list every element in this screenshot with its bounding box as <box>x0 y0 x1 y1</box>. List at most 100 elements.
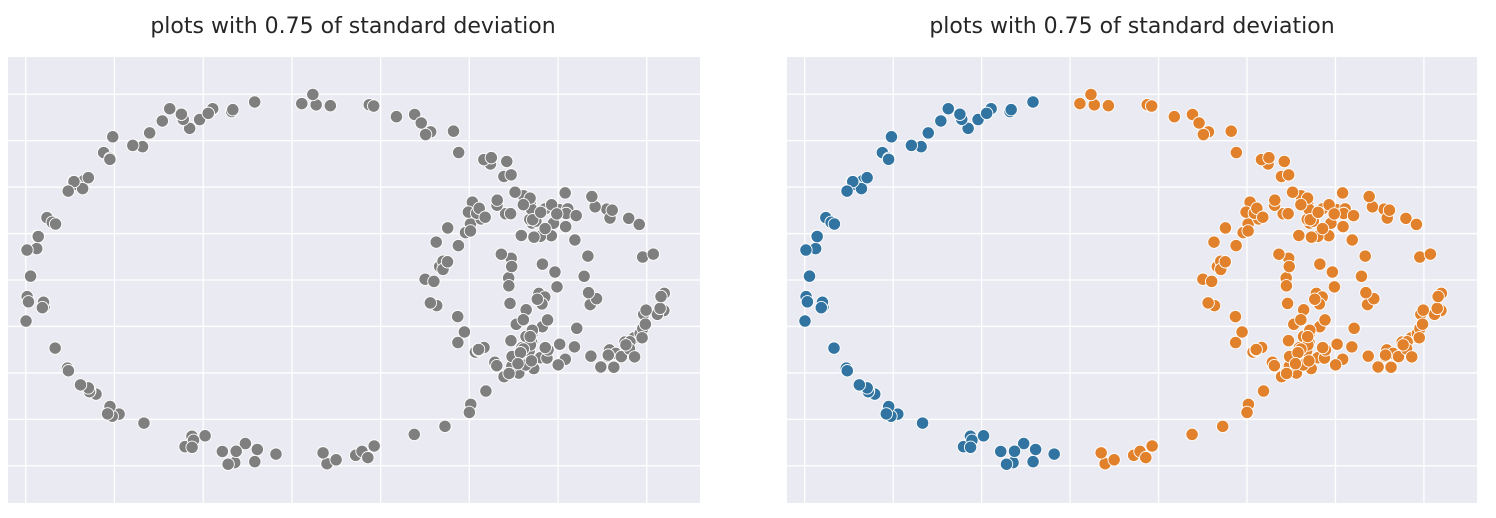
scatter-point <box>553 337 567 351</box>
scatter-point <box>106 130 120 144</box>
scatter-point <box>934 114 948 128</box>
scatter-point <box>1282 259 1296 274</box>
scatter-point <box>471 342 486 357</box>
scatter-point <box>31 229 45 244</box>
scatter-point <box>1311 205 1325 219</box>
scatter-point <box>1335 186 1350 200</box>
scatter-point <box>446 124 461 138</box>
scatter-point <box>238 436 253 451</box>
scatter-point <box>1359 286 1373 300</box>
scatter-point <box>622 211 636 226</box>
scatter-point <box>558 186 572 200</box>
scatter-point <box>884 130 899 144</box>
scatter-point <box>1294 198 1308 212</box>
scatter-point <box>490 193 504 207</box>
scatter-point <box>1007 444 1022 458</box>
scatter-point <box>802 269 817 283</box>
right-scatter-plot <box>787 57 1477 503</box>
scatter-point <box>505 259 519 274</box>
scatter-point <box>1347 321 1361 335</box>
scatter-point <box>860 171 874 185</box>
scatter-point <box>1291 346 1305 360</box>
scatter-point <box>423 296 438 310</box>
right-chart-title: plots with 0.75 of standard deviation <box>929 14 1335 39</box>
scatter-point <box>567 340 582 354</box>
left-chart-title: plots with 0.75 of standard deviation <box>150 14 556 39</box>
scatter-point <box>538 340 552 355</box>
scatter-point <box>915 416 930 430</box>
scatter-point <box>1416 303 1430 317</box>
scatter-point <box>103 152 117 166</box>
scatter-point <box>879 407 893 421</box>
scatter-point <box>654 289 668 304</box>
scatter-point <box>1256 384 1271 398</box>
scatter-point <box>577 269 591 283</box>
scatter-point <box>452 145 466 160</box>
scatter-point <box>1288 356 1303 371</box>
scatter-point <box>632 217 646 232</box>
scatter-point <box>367 99 381 113</box>
scatter-point <box>478 210 492 224</box>
scatter-point <box>570 321 584 335</box>
scatter-point <box>961 121 975 135</box>
scatter-point <box>1017 436 1031 451</box>
scatter-point <box>201 106 215 120</box>
scatter-point <box>295 96 309 111</box>
scatter-point <box>840 364 854 378</box>
scatter-point <box>607 360 621 374</box>
scatter-point <box>1345 340 1359 354</box>
scatter-point <box>1218 255 1232 269</box>
scatter-point <box>1382 203 1397 217</box>
scatter-point <box>1409 217 1424 232</box>
scatter-point <box>1301 329 1315 344</box>
scatter-point <box>540 313 555 327</box>
scatter-point <box>1201 296 1215 310</box>
scatter-point <box>1249 342 1263 357</box>
scatter-point <box>1327 207 1341 221</box>
scatter-point <box>1229 145 1244 160</box>
scatter-point <box>1328 358 1343 372</box>
scatter-point <box>994 444 1008 459</box>
scatter-point <box>1285 185 1300 199</box>
scatter-point <box>800 295 815 309</box>
scatter-point <box>1228 335 1243 350</box>
scatter-point <box>1304 230 1319 244</box>
scatter-point <box>155 114 169 128</box>
scatter-point <box>429 235 443 249</box>
scatter-point <box>1139 450 1153 465</box>
scatter-point <box>61 184 75 198</box>
scatter-point <box>980 106 994 120</box>
scatter-point <box>323 98 337 113</box>
scatter-point <box>427 274 441 289</box>
scatter-point <box>100 407 115 421</box>
scatter-point <box>516 198 531 212</box>
scatter-point <box>1280 296 1295 311</box>
scatter-point <box>581 286 596 300</box>
scatter-point <box>548 265 562 279</box>
scatter-point <box>73 378 88 392</box>
scatter-point <box>1026 95 1040 109</box>
scatter-point <box>1405 350 1419 364</box>
scatter-point <box>1277 154 1291 169</box>
scatter-point <box>584 349 598 363</box>
scatter-point <box>48 341 62 355</box>
scatter-point <box>1361 349 1375 363</box>
scatter-point <box>569 208 583 223</box>
scatter-point <box>1412 331 1426 345</box>
scatter-point <box>1362 189 1376 204</box>
scatter-point <box>798 314 812 328</box>
scatter-point <box>316 446 330 460</box>
scatter-point <box>1028 442 1043 457</box>
scatter-point <box>1145 439 1159 453</box>
scatter-point <box>479 384 493 398</box>
scatter-point <box>462 405 477 420</box>
scatter-point <box>550 207 564 221</box>
scatter-point <box>1218 221 1233 235</box>
scatter-point <box>976 429 991 443</box>
scatter-point <box>1267 359 1282 373</box>
scatter-point <box>568 233 582 247</box>
scatter-point <box>1073 96 1087 111</box>
scatter-point <box>198 429 212 443</box>
scatter-point <box>527 230 541 244</box>
scatter-point <box>81 171 95 185</box>
